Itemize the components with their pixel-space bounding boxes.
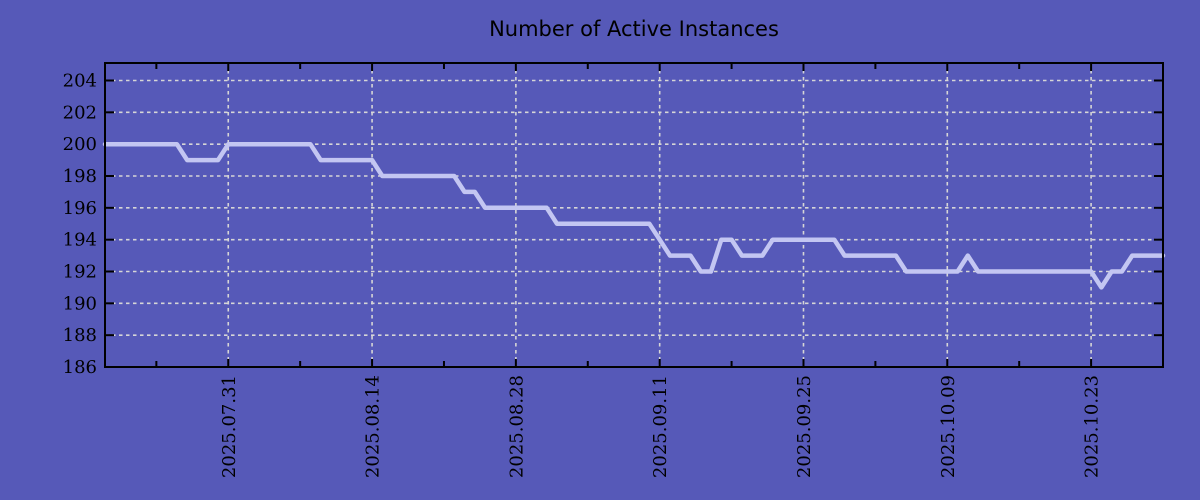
x-tick-label: 2025.07.31	[219, 375, 240, 478]
data-line	[102, 141, 1166, 290]
x-tick-label: 2025.09.11	[650, 375, 671, 478]
y-tick-label: 192	[63, 262, 97, 283]
x-tick-label: 2025.10.09	[938, 375, 959, 478]
y-tick-label: 188	[63, 325, 97, 346]
y-tick-label: 202	[63, 102, 97, 123]
y-tick-label: 194	[63, 230, 97, 251]
y-tick-label: 186	[63, 357, 97, 378]
chart-title: Number of Active Instances	[489, 17, 779, 41]
x-tick-label: 2025.08.28	[506, 375, 527, 478]
x-tick-label: 2025.09.25	[794, 375, 815, 478]
y-tick-label: 200	[63, 134, 97, 155]
x-tick-label: 2025.10.23	[1082, 375, 1103, 478]
y-tick-label: 198	[63, 166, 97, 187]
y-tick-label: 204	[63, 71, 97, 92]
y-tick-label: 196	[63, 198, 97, 219]
x-tick-label: 2025.08.14	[363, 375, 384, 478]
plot-border	[104, 62, 1164, 368]
y-tick-label: 190	[63, 293, 97, 314]
